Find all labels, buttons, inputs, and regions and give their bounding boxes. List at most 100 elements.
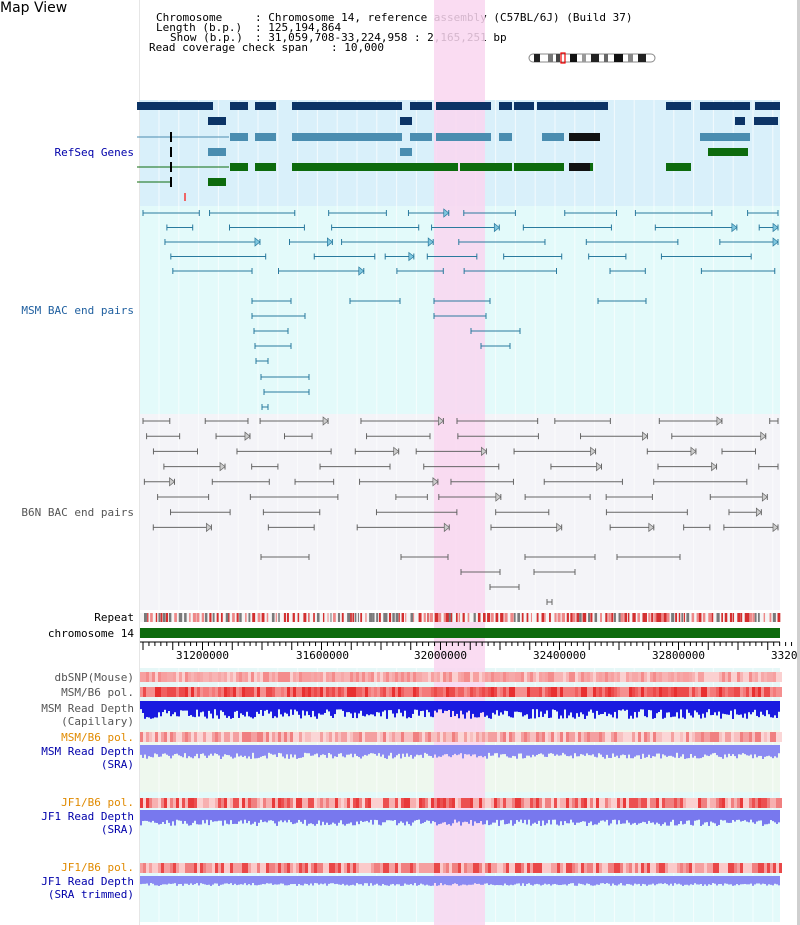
- depth-bar: [420, 810, 422, 824]
- heat-cell: [419, 732, 422, 742]
- heat-cell: [404, 687, 407, 697]
- repeat-element: [150, 613, 153, 622]
- depth-bar: [478, 745, 480, 757]
- heat-cell: [362, 672, 365, 682]
- depth-bar: [748, 745, 750, 756]
- heat-cell: [491, 687, 494, 697]
- depth-bar: [564, 810, 566, 822]
- depth-bar: [422, 701, 424, 711]
- heat-cell: [533, 798, 536, 808]
- heat-cell: [635, 798, 638, 808]
- depth-bar: [212, 745, 214, 756]
- heat-cell: [305, 672, 308, 682]
- heat-cell: [563, 798, 566, 808]
- depth-bar: [750, 876, 752, 884]
- depth-bar: [444, 701, 446, 711]
- heat-cell: [521, 732, 524, 742]
- depth-bar: [568, 745, 570, 757]
- depth-bar: [400, 810, 402, 822]
- chromosome-ideogram[interactable]: [528, 52, 656, 64]
- depth-bar: [574, 701, 576, 719]
- depth-bar: [424, 876, 426, 886]
- depth-bar: [388, 810, 390, 821]
- depth-bar: [566, 745, 568, 757]
- bac-arrow: [772, 522, 779, 533]
- depth-bar: [762, 876, 764, 884]
- depth-bar: [488, 701, 490, 719]
- heat-cell: [632, 687, 635, 697]
- heat-cell: [569, 798, 572, 808]
- heat-cell: [719, 798, 722, 808]
- depth-bar: [720, 701, 722, 719]
- repeat-element: [178, 613, 183, 622]
- depth-bar: [692, 701, 694, 718]
- heat-cell: [779, 687, 782, 697]
- depth-bar: [198, 876, 200, 886]
- heat-cell: [737, 798, 740, 808]
- vertical-scrollbar[interactable]: [797, 0, 800, 925]
- heat-cell: [509, 687, 512, 697]
- heat-cell: [446, 732, 449, 742]
- depth-bar: [582, 876, 584, 885]
- heat-cell: [248, 732, 251, 742]
- heat-cell: [404, 672, 407, 682]
- heat-cell: [191, 687, 194, 697]
- bac-arrow: [206, 522, 212, 533]
- depth-bar: [388, 745, 390, 756]
- depth-bar: [582, 701, 584, 715]
- heat-cell: [245, 672, 248, 682]
- depth-bar: [468, 876, 470, 885]
- heat-cell: [296, 672, 299, 682]
- depth-bar: [404, 876, 406, 884]
- gene-exon: [410, 102, 432, 110]
- depth-bar: [322, 745, 324, 755]
- depth-bar: [506, 810, 508, 824]
- heat-cell: [650, 863, 653, 873]
- heat-cell: [356, 672, 359, 682]
- heat-cell: [344, 672, 347, 682]
- heat-cell: [437, 863, 440, 873]
- depth-bar: [396, 701, 398, 714]
- heat-cell: [611, 863, 614, 873]
- depth-bar: [658, 745, 660, 754]
- depth-bar: [258, 810, 260, 823]
- gene-tick: [170, 177, 172, 187]
- track-label-msm-bac[interactable]: MSM BAC end pairs: [21, 304, 134, 317]
- heat-cell: [728, 863, 731, 873]
- depth-bar: [684, 876, 686, 885]
- depth-bar: [738, 745, 740, 755]
- heat-cell: [581, 798, 584, 808]
- depth-bar: [476, 876, 478, 884]
- depth-bar: [180, 810, 182, 821]
- heat-cell: [416, 672, 419, 682]
- heat-cell: [269, 798, 272, 808]
- track-label-b6n-bac[interactable]: B6N BAC end pairs: [21, 506, 134, 519]
- repeat-element: [487, 613, 491, 622]
- heat-cell: [638, 672, 641, 682]
- heat-cell: [440, 863, 443, 873]
- heat-cell: [431, 672, 434, 682]
- depth-bar: [172, 810, 174, 822]
- depth-bar: [778, 876, 780, 886]
- depth-bar: [226, 810, 228, 824]
- heat-cell: [317, 672, 320, 682]
- heat-cell: [668, 732, 671, 742]
- heat-cell: [392, 798, 395, 808]
- depth-bar: [376, 876, 378, 884]
- heat-cell: [317, 863, 320, 873]
- depth-bar: [482, 701, 484, 713]
- track-label-refseq[interactable]: RefSeq Genes: [54, 146, 134, 159]
- depth-bar: [268, 745, 270, 753]
- heat-cell: [596, 798, 599, 808]
- heat-cell: [512, 732, 515, 742]
- depth-bar: [624, 745, 626, 756]
- heat-cell: [479, 732, 482, 742]
- repeat-element: [220, 613, 223, 622]
- depth-bar: [490, 876, 492, 885]
- depth-bar: [174, 745, 176, 755]
- depth-bar: [644, 745, 646, 758]
- depth-bar: [664, 745, 666, 756]
- depth-bar: [190, 745, 192, 758]
- heat-cell: [221, 798, 224, 808]
